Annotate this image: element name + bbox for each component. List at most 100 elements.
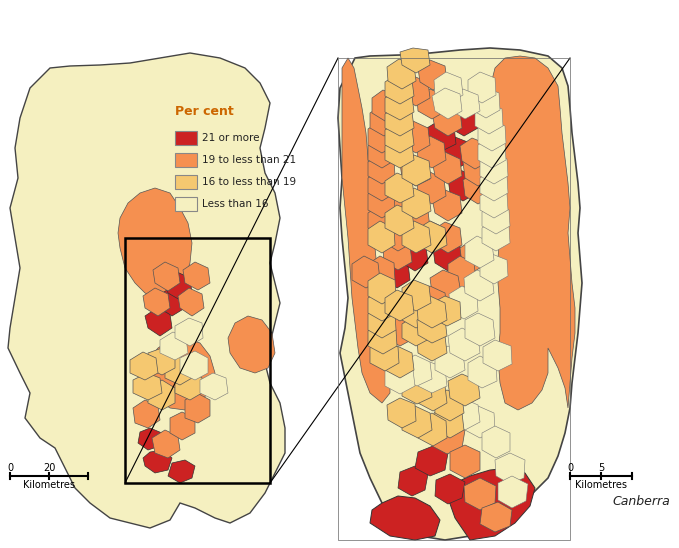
Polygon shape — [417, 330, 447, 361]
Bar — [175, 175, 197, 189]
Polygon shape — [417, 362, 447, 393]
Polygon shape — [372, 90, 398, 121]
Polygon shape — [385, 290, 414, 321]
Bar — [175, 153, 197, 167]
Polygon shape — [200, 373, 228, 400]
Polygon shape — [472, 87, 500, 118]
Polygon shape — [133, 400, 160, 428]
Polygon shape — [387, 59, 416, 89]
Polygon shape — [463, 154, 492, 186]
Polygon shape — [158, 288, 185, 316]
Polygon shape — [434, 390, 464, 421]
Polygon shape — [148, 380, 175, 410]
Polygon shape — [400, 76, 430, 106]
Polygon shape — [418, 380, 447, 411]
Polygon shape — [368, 138, 395, 168]
Polygon shape — [352, 256, 380, 288]
Polygon shape — [383, 240, 412, 270]
Polygon shape — [468, 72, 496, 103]
Polygon shape — [400, 48, 430, 73]
Polygon shape — [448, 398, 480, 430]
Polygon shape — [432, 152, 462, 184]
Polygon shape — [368, 221, 395, 253]
Polygon shape — [384, 190, 412, 221]
Polygon shape — [460, 138, 488, 169]
Polygon shape — [402, 298, 431, 328]
Polygon shape — [385, 346, 414, 378]
Polygon shape — [368, 274, 395, 306]
Polygon shape — [368, 154, 395, 184]
Polygon shape — [148, 348, 175, 375]
Polygon shape — [385, 363, 415, 394]
Polygon shape — [465, 236, 494, 268]
Polygon shape — [417, 172, 446, 204]
Polygon shape — [143, 288, 170, 316]
Polygon shape — [175, 318, 203, 346]
Polygon shape — [368, 121, 395, 153]
Polygon shape — [418, 221, 447, 253]
Polygon shape — [490, 56, 575, 410]
Polygon shape — [130, 352, 158, 380]
Text: 21 or more: 21 or more — [202, 133, 259, 143]
Polygon shape — [402, 302, 431, 334]
Text: 5: 5 — [598, 463, 604, 473]
Polygon shape — [402, 221, 431, 253]
Polygon shape — [165, 356, 192, 385]
Polygon shape — [482, 204, 510, 234]
Text: 0: 0 — [7, 463, 13, 473]
Polygon shape — [402, 355, 432, 386]
Polygon shape — [417, 312, 447, 343]
Polygon shape — [417, 296, 447, 328]
Polygon shape — [228, 316, 275, 373]
Polygon shape — [385, 173, 414, 203]
Polygon shape — [478, 120, 506, 151]
Polygon shape — [482, 426, 510, 458]
Polygon shape — [368, 273, 396, 304]
Polygon shape — [342, 58, 390, 403]
Polygon shape — [417, 221, 447, 253]
Polygon shape — [448, 105, 478, 136]
Polygon shape — [433, 222, 462, 253]
Polygon shape — [400, 240, 428, 271]
Polygon shape — [168, 460, 195, 483]
Polygon shape — [418, 413, 447, 446]
Polygon shape — [495, 453, 525, 484]
Polygon shape — [180, 351, 208, 380]
Polygon shape — [448, 468, 535, 540]
Polygon shape — [152, 430, 180, 458]
Polygon shape — [430, 270, 461, 301]
Polygon shape — [143, 450, 172, 473]
Polygon shape — [385, 138, 414, 168]
Polygon shape — [402, 406, 432, 438]
Polygon shape — [398, 466, 428, 496]
Polygon shape — [368, 186, 395, 218]
Polygon shape — [482, 220, 510, 251]
Polygon shape — [402, 188, 431, 219]
Polygon shape — [383, 256, 410, 288]
Polygon shape — [370, 105, 397, 136]
Polygon shape — [338, 48, 582, 540]
Polygon shape — [153, 262, 180, 291]
Bar — [175, 131, 197, 145]
Polygon shape — [432, 88, 462, 119]
Polygon shape — [8, 53, 285, 528]
Bar — [175, 197, 197, 211]
Polygon shape — [449, 286, 478, 319]
Polygon shape — [368, 290, 396, 321]
Polygon shape — [475, 103, 503, 134]
Polygon shape — [384, 220, 412, 251]
Polygon shape — [451, 89, 480, 119]
Polygon shape — [368, 256, 395, 288]
Polygon shape — [400, 205, 430, 236]
Polygon shape — [448, 328, 480, 361]
Polygon shape — [400, 121, 430, 153]
Polygon shape — [448, 374, 480, 406]
Polygon shape — [133, 373, 162, 400]
Polygon shape — [432, 296, 461, 326]
Polygon shape — [435, 346, 465, 378]
Polygon shape — [418, 286, 447, 318]
Text: Kilometres: Kilometres — [23, 480, 75, 490]
Bar — [125, 238, 270, 483]
Polygon shape — [450, 445, 480, 478]
Polygon shape — [143, 338, 215, 410]
